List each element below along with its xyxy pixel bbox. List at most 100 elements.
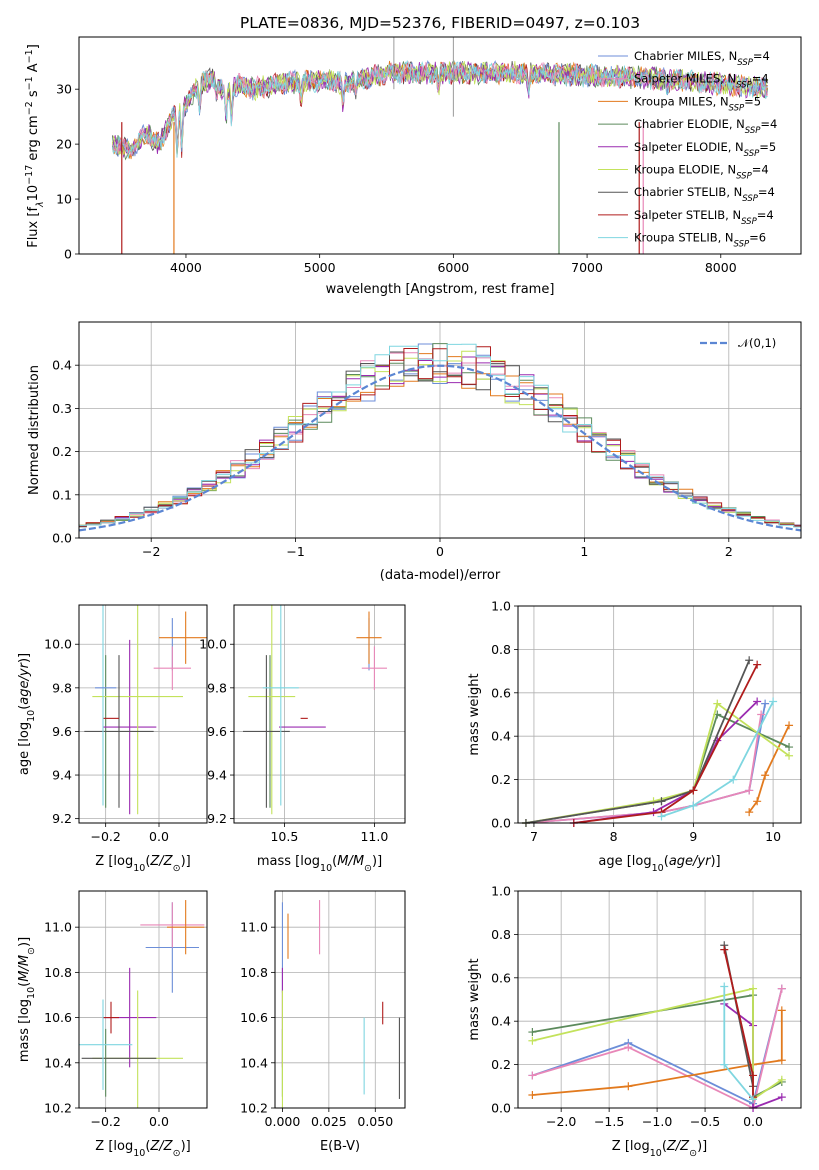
label-part: )] <box>710 854 720 869</box>
y-tick-label: 9.6 <box>207 724 227 739</box>
y-tick-label: 0.4 <box>52 358 72 373</box>
x-tick-label: −1.0 <box>642 1114 672 1129</box>
histogram-step-9 <box>79 343 801 528</box>
y-tick-label: 10.0 <box>44 637 72 652</box>
plus-marker <box>753 660 762 669</box>
plus-marker <box>528 1071 537 1080</box>
legend-text: Kroupa MILES, N <box>634 94 729 108</box>
y-tick-label: 9.8 <box>207 680 227 695</box>
spectrum-line-9 <box>112 59 768 159</box>
plus-marker <box>749 1095 758 1104</box>
label-part: Z [log <box>612 1139 650 1154</box>
label-part: mass weight <box>467 673 482 755</box>
label-part: age/yr <box>669 854 712 869</box>
legend-label: Salpeter ELODIE, NSSP=5 <box>634 140 776 159</box>
x-tick-label: 10 <box>765 829 781 844</box>
y-axis-label: age [log10(age/yr)] <box>17 653 37 775</box>
plus-marker <box>777 1093 786 1102</box>
y-tick-label: 20 <box>56 137 72 152</box>
x-axis-label: Z [log10(Z/Z⊙)] <box>95 1139 190 1159</box>
label-part: Flux [f <box>26 207 41 248</box>
mass-vs-ebv-axes: 0.000 0.025 0.050 10.2 10.4 10.6 10.8 11.0 E(B-V… <box>240 890 406 1154</box>
legend-sub: SSP <box>745 126 761 136</box>
y-tick-label: 11.0 <box>44 920 72 935</box>
axes-frame <box>517 605 802 824</box>
x-axis-label: Z [log10(Z/Z⊙)] <box>612 1139 707 1159</box>
label-part: ⊙ <box>689 1148 697 1159</box>
label-part: ( <box>662 1139 667 1154</box>
plus-marker <box>749 984 758 993</box>
spectrum-line-6 <box>112 61 768 156</box>
y-tick-label: 10.0 <box>199 637 227 652</box>
y-tick-label: 0.6 <box>491 685 511 700</box>
axes-frame <box>517 890 802 1109</box>
plus-marker <box>785 721 794 730</box>
y-tick-label: 0.0 <box>491 816 511 831</box>
legend-label: Chabrier ELODIE, NSSP=4 <box>634 117 777 136</box>
plus-marker <box>624 1082 633 1091</box>
legend-label: Kroupa MILES, NSSP=5 <box>634 94 761 113</box>
y-tick-label: 30 <box>56 82 72 97</box>
plus-marker <box>761 699 770 708</box>
chart-title: PLATE=0836, MJD=52376, FIBERID=0497, z=0… <box>240 14 640 32</box>
plus-marker <box>720 982 729 991</box>
weight-line-2 <box>532 988 783 1108</box>
label-part: M/M <box>337 854 364 869</box>
plus-marker <box>785 751 794 760</box>
plus-marker <box>777 1006 786 1015</box>
y-tick-label: 0.8 <box>491 642 511 657</box>
x-axis-label: mass [log10(M/M⊙)] <box>257 854 382 874</box>
x-tick-label: 0.025 <box>311 1114 347 1129</box>
legend-label: Salpeter STELIB, NSSP=4 <box>634 208 774 227</box>
label-part: −1 <box>24 49 35 63</box>
x-axis-label: (data-model)/error <box>380 568 501 583</box>
legend-text: Salpeter MILES, N <box>634 72 736 86</box>
weight-line-7 <box>525 659 751 823</box>
legend-text: =4 <box>752 163 769 177</box>
label-part: ( <box>332 854 337 869</box>
y-axis-label: Normed distribution <box>27 365 42 495</box>
x-tick-label: 0.000 <box>265 1114 301 1129</box>
x-axis-label: E(B-V) <box>320 1139 360 1154</box>
x-tick-label: 6000 <box>437 260 469 275</box>
plus-marker <box>777 1075 786 1084</box>
weight-line-9 <box>661 701 774 818</box>
x-tick-label: 0 <box>436 544 444 559</box>
y-tick-label: 0.6 <box>491 970 511 985</box>
label-part: ( <box>145 854 150 869</box>
label-part: A <box>26 63 41 76</box>
y-tick-label: 1.0 <box>491 884 511 899</box>
label-part: )] <box>697 1139 707 1154</box>
y-tick-label: 11.0 <box>240 920 268 935</box>
plus-marker <box>729 775 738 784</box>
plus-marker <box>745 786 754 795</box>
label-part: Normed distribution <box>27 365 42 495</box>
legend-text: Chabrier ELODIE, N <box>634 117 745 131</box>
label-part: )] <box>17 653 32 663</box>
label-part: ( <box>664 854 669 869</box>
x-tick-label: −0.2 <box>90 1114 120 1129</box>
label-part: ⊙ <box>26 947 37 955</box>
spectrum-axes: 4000 5000 6000 7000 8000 0 10 20 30 PLATE=0836, M… <box>24 14 802 297</box>
label-part: )] <box>181 1139 191 1154</box>
label-part: ⊙ <box>173 1148 181 1159</box>
plus-marker <box>528 1036 537 1045</box>
label-part: Z/Z <box>149 854 173 869</box>
y-tick-label: 10 <box>56 192 72 207</box>
y-tick-label: 0.4 <box>491 729 511 744</box>
legend-text: Chabrier MILES, N <box>634 49 737 63</box>
label-part: ( <box>17 705 32 710</box>
mass-vs-z-axes: −0.2 0.010.210.410.610.811.0Z [log10(Z/Z⊙… <box>17 890 208 1159</box>
legend-label: Chabrier STELIB, NSSP=4 <box>634 185 775 204</box>
legend-sub: SSP <box>734 240 750 250</box>
legend-label: Chabrier MILES, NSSP=4 <box>634 49 770 68</box>
legend-sub: SSP <box>737 58 753 68</box>
plus-marker <box>657 797 666 806</box>
x-tick-label: 8000 <box>705 260 737 275</box>
weight-line-3 <box>748 725 790 813</box>
label-part: 10 <box>320 863 332 874</box>
label-part: 10 <box>26 710 37 722</box>
label-part: 10 <box>133 1148 145 1159</box>
